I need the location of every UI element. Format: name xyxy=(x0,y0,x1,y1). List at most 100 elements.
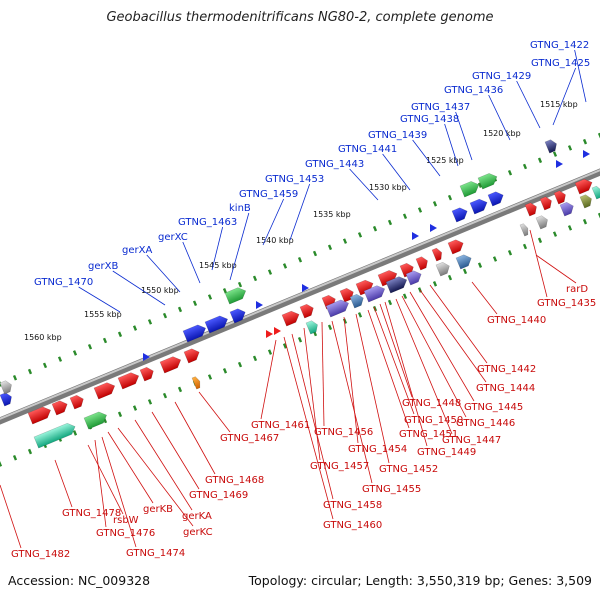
gene-arrow xyxy=(431,247,442,262)
callout-line xyxy=(182,241,201,284)
gene-arrow xyxy=(349,293,364,309)
gene-arrow xyxy=(229,308,246,324)
bottom-gene-label: rarD xyxy=(566,284,588,295)
genome-backbone-highlight xyxy=(0,169,600,420)
gene-marker xyxy=(274,327,281,335)
tick-mark xyxy=(447,274,453,281)
callout-line xyxy=(211,226,224,271)
gene-arrow xyxy=(535,215,548,230)
gene-arrow xyxy=(183,348,200,364)
bottom-gene-label: GTNG_1452 xyxy=(379,464,438,475)
kbp-label: 1555 kbp xyxy=(84,310,122,319)
kbp-label: 1560 kbp xyxy=(24,333,62,342)
tick-mark xyxy=(237,361,243,368)
top-gene-label: GTNG_1439 xyxy=(368,130,427,141)
tick-mark xyxy=(42,362,48,369)
gene-arrow xyxy=(435,261,450,277)
tick-mark xyxy=(117,411,123,418)
callout-line xyxy=(395,298,453,435)
gene-arrow xyxy=(451,207,468,223)
tick-mark xyxy=(567,225,573,231)
callout-line xyxy=(535,254,577,284)
callout-line xyxy=(87,444,124,515)
tick-mark xyxy=(552,151,558,157)
gene-arrow xyxy=(363,285,386,303)
bottom-gene-label: GTNG_1478 xyxy=(62,508,121,519)
tick-mark xyxy=(432,281,438,287)
tick-mark xyxy=(327,244,333,251)
bottom-gene-label: GTNG_1457 xyxy=(310,461,369,472)
tick-mark xyxy=(357,232,363,238)
tick-mark xyxy=(297,256,303,263)
bottom-gene-label: GTNG_1446 xyxy=(456,418,515,429)
tick-mark xyxy=(267,269,273,275)
gene-arrow xyxy=(204,315,228,334)
callout-line xyxy=(283,336,334,520)
callout-line xyxy=(529,229,548,298)
top-gene-label: GTNG_1429 xyxy=(472,71,531,82)
gene-features xyxy=(0,139,600,449)
tick-mark xyxy=(132,405,138,411)
callout-line xyxy=(355,313,390,464)
tick-mark xyxy=(237,281,243,288)
gene-arrow xyxy=(83,411,107,430)
tick-mark xyxy=(177,386,183,393)
tick-mark xyxy=(162,312,168,319)
tick-mark xyxy=(282,343,288,349)
bottom-gene-label: GTNG_1440 xyxy=(487,315,546,326)
kbp-label: 1535 kbp xyxy=(313,210,351,219)
bottom-gene-label: GTNG_1482 xyxy=(11,549,70,560)
callout-line xyxy=(94,439,107,528)
callout-line xyxy=(321,321,325,427)
gene-arrow xyxy=(0,380,12,395)
callout-line xyxy=(78,286,121,313)
callout-line xyxy=(331,320,373,484)
bottom-gene-label: GTNG_1474 xyxy=(126,548,185,559)
gene-arrow xyxy=(281,310,300,327)
gene-arrow xyxy=(117,372,140,390)
tick-mark xyxy=(12,455,18,461)
bottom-gene-label: rsbW xyxy=(113,515,139,526)
tick-row-upper xyxy=(0,132,600,387)
gene-arrow xyxy=(385,276,408,294)
tick-mark xyxy=(312,250,318,257)
tick-mark xyxy=(207,374,213,380)
gene-arrow xyxy=(524,202,537,217)
callout-line xyxy=(54,459,73,508)
gene-arrow xyxy=(139,366,154,382)
tick-mark xyxy=(417,207,423,213)
tick-mark xyxy=(72,430,78,436)
callout-line xyxy=(146,254,181,293)
accession-label: Accession: NC_009328 xyxy=(8,573,151,588)
genome-backbone xyxy=(0,168,600,425)
tick-mark xyxy=(477,182,483,188)
tick-mark xyxy=(402,213,408,220)
tick-mark xyxy=(462,268,468,275)
top-gene-label: GTNG_1436 xyxy=(444,85,503,96)
gene-arrow xyxy=(487,191,504,207)
tick-mark xyxy=(327,324,333,331)
gene-marker xyxy=(583,150,590,158)
gene-marker xyxy=(302,284,309,292)
gene-arrow xyxy=(339,287,354,303)
callout-line xyxy=(409,291,475,402)
bottom-gene-label: GTNG_1448 xyxy=(402,398,461,409)
gene-marker xyxy=(143,353,150,361)
callout-line xyxy=(260,339,277,420)
callout-line xyxy=(401,295,467,418)
callout-line xyxy=(367,309,410,429)
callout-line xyxy=(0,484,22,549)
bottom-callout-lines xyxy=(0,229,577,549)
tick-mark xyxy=(147,319,153,325)
gene-marker xyxy=(412,232,419,240)
kbp-label: 1550 kbp xyxy=(141,286,179,295)
callout-line xyxy=(134,419,193,511)
tick-mark xyxy=(342,238,348,244)
gene-arrow xyxy=(325,299,349,318)
tick-mark xyxy=(282,263,288,269)
bottom-gene-label: GTNG_1460 xyxy=(323,520,382,531)
gene-marker xyxy=(430,224,437,232)
tick-mark xyxy=(402,293,408,300)
callout-line xyxy=(429,284,488,364)
gene-arrow xyxy=(459,181,480,198)
